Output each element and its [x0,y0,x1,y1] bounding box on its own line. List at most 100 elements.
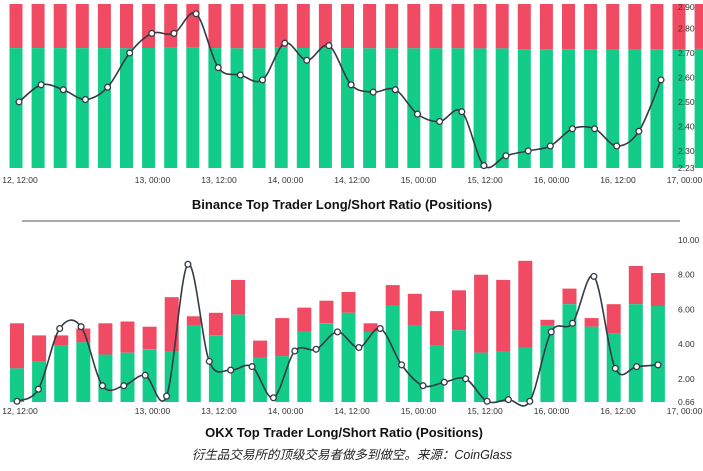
binance-y-tick: 2.40 [678,121,695,131]
okx-ratio-point [441,379,447,385]
binance-x-tick: 13, 12:00 [201,175,237,185]
binance-short-bar [606,4,619,49]
okx-long-bar [430,346,444,402]
binance-ratio-point [149,31,155,37]
binance-y-tick: 2.60 [678,72,695,82]
binance-short-bar [76,4,89,48]
okx-ratio-point [591,274,597,280]
binance-ratio-point [547,143,553,149]
binance-long-bar [164,48,177,168]
okx-ratio-point [164,393,170,399]
figure-caption: 衍生品交易所的顶级交易者做多到做空。来源：CoinGlass [192,448,512,462]
binance-x-tick: 15, 12:00 [467,175,503,185]
okx-ratio-point [506,397,512,403]
okx-ratio-point [548,329,554,335]
okx-ratio-point [57,326,63,332]
binance-long-bar [540,49,553,168]
binance-long-bar [319,48,332,168]
okx-y-tick: 6.00 [678,304,695,314]
binance-short-bar [98,4,111,48]
binance-short-bar [297,4,310,48]
okx-long-bar [76,342,90,402]
binance-x-tick: 14, 00:00 [268,175,304,185]
binance-long-bar [606,49,619,168]
binance-ratio-point [392,87,398,93]
okx-ratio-point [420,383,426,389]
okx-short-bar [32,335,46,361]
binance-short-bar [650,4,663,49]
okx-ratio-point [527,398,533,404]
okx-long-bar [496,351,510,402]
binance-long-bar [650,49,663,168]
okx-short-bar [121,322,135,353]
binance-short-bar [407,4,420,48]
binance-y-tick: 2.90 [678,2,695,12]
binance-x-tick: 16, 00:00 [534,175,570,185]
okx-ratio-point [271,395,277,401]
binance-short-bar [164,4,177,48]
okx-long-bar [32,361,46,402]
okx-long-bar [474,353,488,402]
binance-x-tick: 15, 00:00 [401,175,437,185]
okx-x-tick: 16, 00:00 [534,406,570,416]
binance-ratio-point [614,143,620,149]
okx-long-bar [98,355,112,403]
binance-ratio-point [525,148,531,154]
okx-ratio-point [570,320,576,326]
binance-short-bar [32,4,45,48]
okx-y-tick: 8.00 [678,270,695,280]
binance-y-tick: 2.50 [678,97,695,107]
binance-short-bar [142,4,155,48]
okx-long-bar [585,327,599,402]
okx-short-bar [275,318,289,356]
binance-y-tick: 2.80 [678,24,695,34]
okx-long-bar [275,356,289,402]
okx-x-tick: 16, 12:00 [600,406,636,416]
okx-long-bar [10,368,24,402]
okx-ratio-point [228,367,234,373]
binance-ratio-point [570,126,576,132]
okx-ratio-point [612,366,618,372]
okx-long-bar [297,332,311,402]
binance-long-bar [142,48,155,168]
okx-short-bar [496,280,510,351]
binance-short-bar [518,4,531,49]
okx-x-tick: 12, 12:00 [2,406,38,416]
okx-short-bar [408,294,422,325]
binance-ratio-point [415,111,421,117]
okx-short-bar [430,311,444,346]
binance-long-bar [10,48,23,168]
okx-short-bar [629,266,643,304]
binance-ratio-point [260,77,266,83]
binance-long-bar [562,49,575,168]
binance-y-tick: 2.23 [678,163,695,173]
okx-ratio-point [121,383,127,389]
binance-ratio-point [105,84,111,90]
okx-long-bar [452,330,466,402]
okx-long-bar [54,346,68,402]
binance-long-bar [407,48,420,168]
okx-short-bar [651,273,665,306]
okx-ratio-point [185,261,191,267]
binance-short-bar [231,4,244,48]
okx-long-bar [187,325,201,402]
okx-x-tick: 15, 12:00 [467,406,503,416]
okx-ratio-point [100,383,106,389]
okx-short-bar [474,275,488,353]
okx-ratio-point [484,398,490,404]
binance-ratio-point [238,72,244,78]
binance-short-bar [474,4,487,48]
binance-ratio-point [370,89,376,95]
binance-long-bar [253,48,266,168]
binance-short-bar [695,4,703,49]
okx-long-bar [540,325,554,402]
okx-long-bar [209,335,223,402]
okx-short-bar [319,301,333,324]
okx-x-tick: 13, 12:00 [201,406,237,416]
binance-long-bar [429,48,442,168]
binance-short-bar [429,4,442,48]
okx-ratio-point [634,364,640,370]
binance-ratio-point [503,153,509,159]
binance-x-tick: 13, 00:00 [135,175,171,185]
